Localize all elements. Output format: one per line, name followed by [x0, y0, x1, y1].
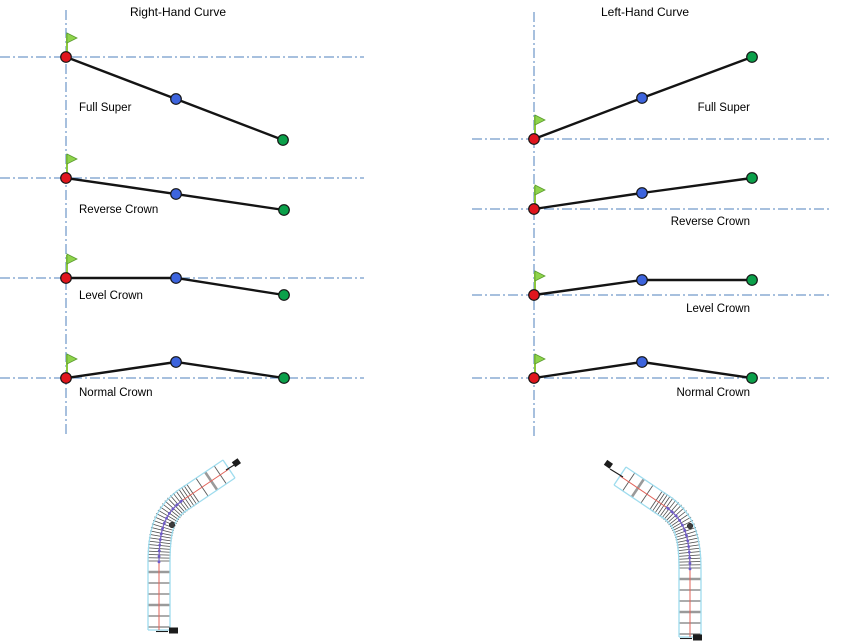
section-label-normal-crown: Normal Crown	[676, 387, 751, 399]
flag-icon	[66, 253, 78, 265]
road-edge-line	[147, 459, 224, 630]
flag-icon	[66, 153, 78, 165]
green-marker	[278, 204, 290, 216]
flag-icon	[534, 353, 546, 365]
green-marker	[277, 134, 289, 146]
section-label-reverse-crown: Reverse Crown	[670, 216, 750, 228]
flag-icon	[534, 270, 546, 282]
curve-centerline	[665, 506, 691, 570]
red-marker	[60, 172, 72, 184]
road-edge-line	[613, 484, 680, 637]
section-label-normal-crown: Normal Crown	[79, 387, 153, 399]
red-marker	[60, 272, 72, 284]
cross-sections	[60, 32, 758, 384]
blue-marker	[170, 356, 182, 368]
green-marker	[746, 172, 758, 184]
left-hand-curve-plan-view	[603, 459, 702, 641]
panel-title-right-hand-curve: Right-Hand Curve	[129, 5, 227, 19]
curve-centerline-nodes	[664, 505, 692, 571]
road-edge-line	[625, 466, 702, 637]
green-marker	[746, 274, 758, 286]
flag-icon	[534, 114, 546, 126]
red-marker	[60, 51, 72, 63]
curve-point-marker	[686, 522, 694, 530]
curve-centerline	[158, 499, 184, 563]
section-label-level-crown: Level Crown	[79, 290, 143, 302]
curve-point-marker	[168, 521, 176, 529]
red-marker	[528, 203, 540, 215]
green-marker	[746, 372, 758, 384]
station-marker	[693, 634, 702, 641]
section-label-full-super: Full Super	[79, 102, 132, 114]
blue-marker	[636, 187, 648, 199]
section-label-reverse-crown: Reverse Crown	[79, 204, 159, 216]
red-marker	[528, 133, 540, 145]
section-label-level-crown: Level Crown	[686, 303, 750, 315]
panel-title-left-hand-curve: Left-Hand Curve	[600, 5, 690, 19]
red-marker	[528, 289, 540, 301]
flag-icon	[66, 32, 78, 44]
blue-marker	[170, 272, 182, 284]
right-hand-curve-plan-view	[147, 458, 241, 634]
blue-marker	[636, 92, 648, 104]
section-label-full-super: Full Super	[697, 102, 750, 114]
flag-icon	[66, 353, 78, 365]
station-marker	[169, 627, 178, 634]
green-marker	[746, 51, 758, 63]
blue-marker	[636, 274, 648, 286]
green-marker	[278, 289, 290, 301]
blue-marker	[636, 356, 648, 368]
station-marker	[609, 468, 624, 478]
blue-marker	[170, 188, 182, 200]
green-marker	[278, 372, 290, 384]
curve-centerline-nodes	[157, 498, 185, 564]
station-marker	[231, 458, 241, 468]
station-marker	[603, 459, 613, 469]
road-edge-line	[169, 477, 236, 630]
blue-marker	[170, 93, 182, 105]
flag-icon	[534, 184, 546, 196]
red-marker	[60, 372, 72, 384]
red-marker	[528, 372, 540, 384]
